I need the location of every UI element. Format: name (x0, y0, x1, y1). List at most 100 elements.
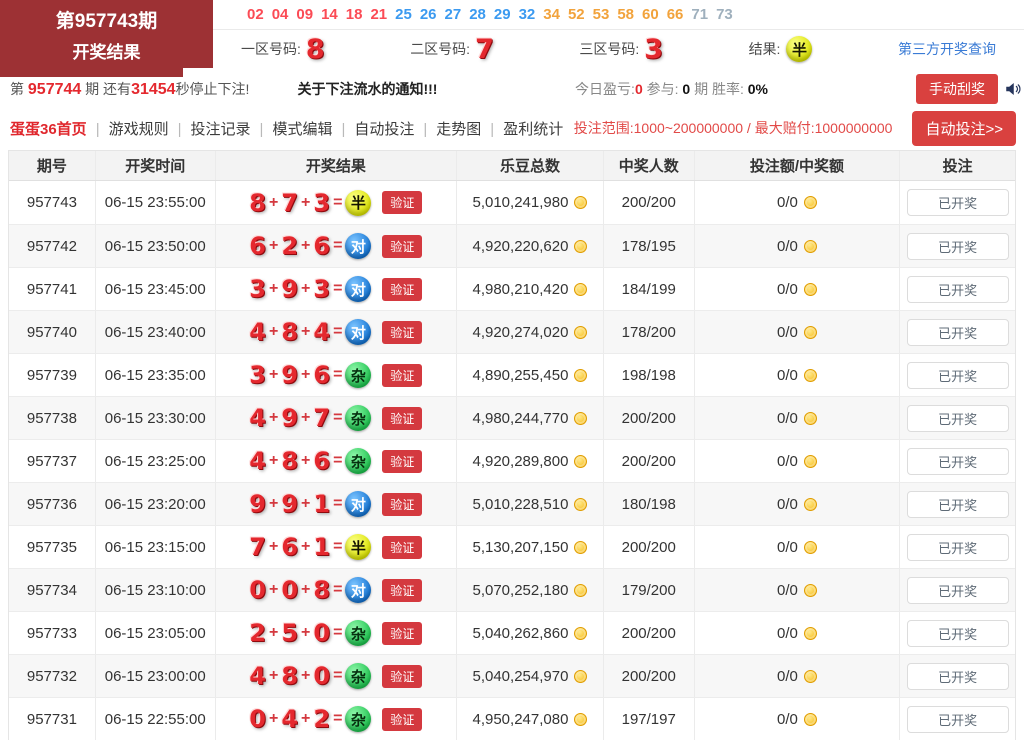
coin-icon (574, 583, 588, 597)
plus-sign: + (301, 452, 311, 469)
winners-value: 200/200 (621, 194, 676, 211)
total-beans-cell: 4,980,210,420 (457, 268, 604, 310)
zone-1-value: 8 (305, 33, 325, 65)
verify-button[interactable]: 验证 (382, 277, 423, 301)
result-badge: 对 (345, 319, 372, 345)
verify-button[interactable]: 验证 (382, 191, 423, 214)
countdown-seconds: 31454 (131, 81, 176, 98)
bet-action-cell: 已开奖 (900, 569, 1015, 611)
nav-item-home[interactable]: 蛋蛋36首页 (10, 120, 87, 138)
nav-item-4[interactable]: 自动投注 (332, 118, 414, 139)
verify-button[interactable]: 验证 (382, 621, 423, 645)
flow-notice-link[interactable]: 关于下注流水的通知!!! (297, 81, 438, 97)
bet-action-cell: 已开奖 (900, 483, 1015, 525)
third-party-lottery-link[interactable]: 第三方开奖查询 (897, 41, 996, 57)
already-drawn-button[interactable]: 已开奖 (906, 232, 1009, 260)
winners-value: 179/200 (621, 581, 676, 599)
already-drawn-button[interactable]: 已开奖 (906, 361, 1009, 389)
total-beans-cell: 5,070,252,180 (457, 569, 604, 611)
period-cell: 957741 (9, 268, 96, 310)
bet-amount-cell: 0/0 (695, 397, 901, 439)
nav-item-1[interactable]: 游戏规则 (87, 118, 169, 139)
speaker-icon[interactable] (1004, 80, 1022, 98)
verify-button[interactable]: 验证 (382, 234, 423, 258)
result-number: 1 (313, 533, 331, 561)
result-number: 2 (313, 705, 331, 733)
result-number: 7 (249, 533, 266, 561)
nav-items: 蛋蛋36首页游戏规则投注记录模式编辑自动投注走势图盈利统计 (10, 118, 563, 139)
verify-button[interactable]: 验证 (382, 320, 423, 344)
already-drawn-button[interactable]: 已开奖 (906, 404, 1009, 432)
verify-button[interactable]: 验证 (382, 578, 423, 602)
draw-time-cell: 06-15 23:55:00 (96, 181, 216, 224)
already-drawn-button[interactable]: 已开奖 (906, 705, 1009, 733)
bet-amount-cell: 0/0 (695, 181, 901, 224)
plus-sign: + (301, 710, 311, 727)
winners-cell: 200/200 (604, 612, 695, 654)
already-drawn-button[interactable]: 已开奖 (906, 275, 1009, 303)
table-row: 957739 06-15 23:35:00 3 +9 +6 = 杂验证 4,890,255,4… (9, 353, 1015, 396)
nav-item-5[interactable]: 走势图 (414, 118, 481, 139)
already-drawn-button[interactable]: 已开奖 (906, 533, 1009, 561)
nav-item-3[interactable]: 模式编辑 (251, 118, 332, 139)
table-header-row: 期号 开奖时间 开奖结果 乐豆总数 中奖人数 投注额/中奖额 投注 (9, 151, 1015, 181)
period-value: 957734 (26, 581, 77, 599)
verify-button[interactable]: 验证 (382, 406, 423, 430)
verify-button[interactable]: 验证 (382, 449, 423, 473)
bet-action-cell: 已开奖 (900, 655, 1015, 697)
draw-result-cell: 2 +5 +0 = 杂验证 (216, 612, 458, 654)
period-value: 957735 (26, 538, 77, 556)
already-drawn-button[interactable]: 已开奖 (906, 189, 1009, 216)
bet-amount-value: 0/0 (777, 237, 798, 255)
auto-bet-button[interactable]: 自动投注>> (912, 110, 1016, 146)
winners-value: 178/200 (621, 323, 676, 341)
nav-item-2[interactable]: 投注记录 (169, 118, 251, 139)
period-value: 957743 (26, 194, 77, 211)
total-beans-value: 5,040,262,860 (472, 624, 569, 642)
already-drawn-button[interactable]: 已开奖 (906, 447, 1009, 475)
missing-number: 66 (666, 6, 684, 23)
already-drawn-button[interactable]: 已开奖 (906, 318, 1009, 346)
result-number: 3 (313, 188, 331, 217)
coin-icon (574, 325, 588, 339)
missing-number: 34 (543, 6, 560, 23)
coin-icon (803, 325, 817, 339)
countdown-mid: 期 还有 (81, 81, 132, 97)
draw-result-cell: 4 +8 +0 = 杂验证 (216, 655, 458, 697)
period-value: 957739 (26, 366, 77, 384)
verify-button[interactable]: 验证 (382, 492, 423, 516)
already-drawn-button[interactable]: 已开奖 (906, 619, 1009, 647)
total-beans-value: 4,980,244,770 (472, 409, 569, 427)
total-beans-cell: 5,130,207,150 (457, 526, 604, 568)
bet-amount-cell: 0/0 (695, 526, 901, 568)
coin-icon (574, 540, 588, 554)
result-number: 2 (249, 619, 266, 647)
column-header: 期号 (9, 151, 96, 180)
result-badge: 杂 (345, 620, 372, 646)
draw-time-cell: 06-15 23:05:00 (96, 612, 216, 654)
nav-item-6[interactable]: 盈利统计 (481, 118, 563, 139)
result-number: 9 (249, 490, 266, 518)
plus-sign: + (301, 667, 311, 684)
table-row: 957741 06-15 23:45:00 3 +9 +3 = 对验证 4,980,210,4… (9, 267, 1015, 310)
countdown-bar: 第 957744 期 还有31454秒停止下注! 关于下注流水的通知!!! 今日… (0, 68, 1024, 106)
bet-amount-value: 0/0 (777, 710, 798, 728)
verify-button[interactable]: 验证 (382, 707, 423, 731)
already-drawn-button[interactable]: 已开奖 (906, 490, 1009, 518)
coin-icon (803, 368, 817, 382)
period-cell: 957739 (9, 354, 96, 396)
verify-button[interactable]: 验证 (382, 535, 423, 559)
coin-icon (574, 368, 588, 382)
already-drawn-button[interactable]: 已开奖 (906, 576, 1009, 604)
already-drawn-button[interactable]: 已开奖 (906, 662, 1009, 690)
period-cell: 957742 (9, 225, 96, 267)
verify-button[interactable]: 验证 (382, 664, 423, 688)
manual-scratch-button[interactable]: 手动刮奖 (916, 74, 998, 104)
result-number: 8 (313, 576, 331, 604)
verify-button[interactable]: 验证 (382, 363, 423, 387)
plus-sign: + (268, 323, 279, 340)
bet-action-cell: 已开奖 (900, 397, 1015, 439)
column-header: 开奖结果 (216, 151, 458, 180)
bet-amount-value: 0/0 (777, 323, 798, 341)
result-number: 8 (249, 188, 266, 217)
